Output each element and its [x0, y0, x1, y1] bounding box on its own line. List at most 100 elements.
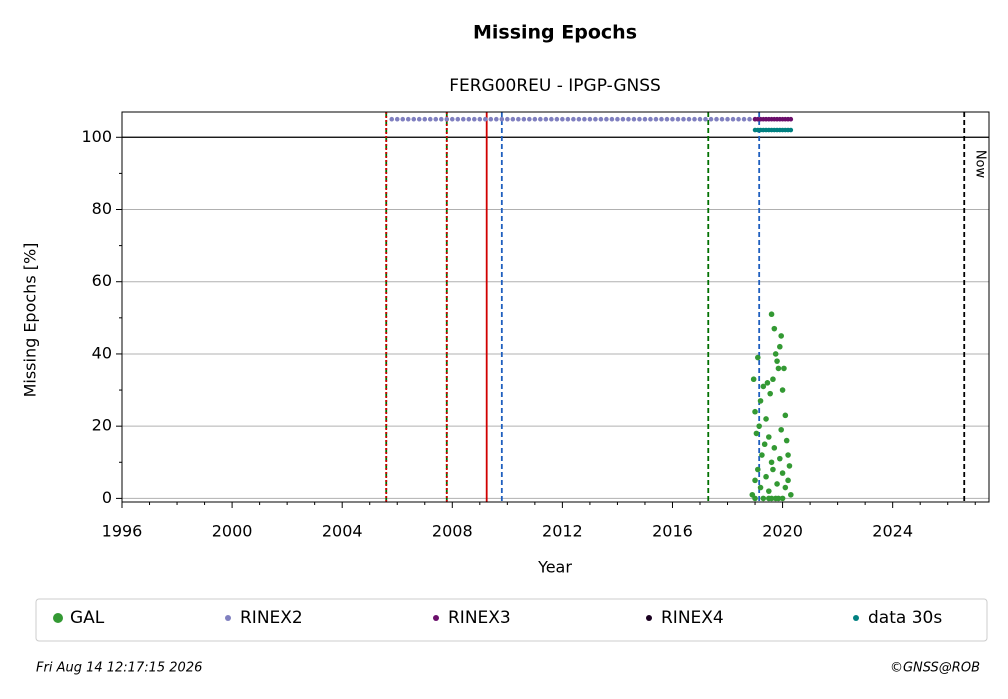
point: [750, 376, 757, 383]
point: [752, 495, 758, 502]
point: [516, 116, 521, 122]
point: [505, 116, 510, 122]
point: [761, 441, 768, 448]
point: [730, 116, 736, 122]
point: [774, 481, 780, 487]
point: [416, 116, 422, 122]
legend-label: RINEX4: [661, 608, 724, 628]
point: [770, 376, 776, 383]
point: [752, 408, 758, 415]
point: [626, 116, 631, 122]
point: [777, 455, 783, 462]
point: [483, 116, 488, 122]
x-tick-label: 2016: [652, 522, 693, 541]
point: [488, 116, 494, 122]
point: [438, 116, 444, 122]
point: [565, 116, 571, 122]
point: [757, 484, 764, 491]
point: [433, 116, 439, 122]
point: [697, 116, 703, 122]
point: [681, 116, 686, 122]
point: [786, 463, 793, 469]
legend-marker: [646, 615, 652, 621]
point: [788, 127, 794, 133]
footer-credit: ©GNSS@ROB: [890, 661, 980, 676]
point: [770, 466, 776, 473]
point: [598, 116, 604, 122]
point: [760, 383, 767, 390]
point: [782, 412, 789, 419]
point: [755, 354, 761, 361]
point: [499, 116, 505, 122]
point: [771, 325, 778, 332]
point: [759, 452, 765, 458]
point: [549, 116, 554, 122]
point: [714, 116, 719, 122]
point: [389, 116, 395, 122]
point: [686, 116, 692, 122]
point: [788, 116, 794, 122]
legend-marker: [853, 615, 859, 621]
legend-label: RINEX2: [240, 608, 303, 628]
point: [477, 116, 483, 122]
point: [764, 380, 771, 386]
point: [527, 116, 532, 122]
point: [642, 116, 648, 122]
point: [783, 437, 790, 444]
point: [405, 116, 411, 122]
point: [782, 484, 789, 491]
point: [609, 116, 615, 122]
legend-marker: [225, 615, 231, 621]
point: [775, 495, 782, 502]
point: [466, 116, 472, 122]
point: [604, 116, 609, 122]
point: [582, 116, 587, 122]
y-tick-label: 60: [92, 271, 112, 290]
series: [752, 116, 794, 122]
point: [648, 116, 653, 122]
y-tick-label: 100: [81, 127, 112, 146]
point: [766, 488, 772, 494]
series: [749, 311, 794, 502]
x-tick-label: 2020: [762, 522, 803, 541]
point: [449, 116, 455, 122]
x-tick-label: 2012: [542, 522, 583, 541]
point: [631, 116, 637, 122]
point: [675, 116, 681, 122]
legend-marker: [53, 613, 63, 623]
point: [772, 351, 779, 357]
y-tick-label: 0: [102, 488, 112, 507]
point: [400, 116, 406, 122]
legend-box: [35, 598, 988, 642]
point: [560, 116, 565, 122]
point: [755, 466, 761, 473]
point: [411, 116, 417, 122]
series: [389, 116, 758, 122]
footer-date: Fri Aug 14 12:17:15 2026: [36, 661, 202, 676]
point: [427, 116, 433, 122]
point: [538, 116, 543, 122]
chart-subtitle: FERG00REU - IPGP-GNSS: [449, 76, 661, 96]
point: [472, 116, 477, 122]
legend-label: RINEX3: [448, 608, 511, 628]
point: [460, 116, 466, 122]
point: [785, 452, 791, 458]
point: [659, 116, 664, 122]
point: [778, 426, 784, 433]
legend-marker: [433, 615, 439, 621]
y-axis-label: Missing Epochs [%]: [21, 243, 40, 398]
point: [774, 358, 780, 364]
point: [779, 495, 786, 502]
x-axis-label: Year: [537, 558, 572, 577]
point: [747, 116, 752, 122]
point: [494, 116, 499, 122]
point: [768, 459, 775, 466]
point: [576, 116, 582, 122]
x-tick-label: 2008: [432, 522, 473, 541]
event-label: Now: [973, 150, 988, 179]
point: [763, 416, 769, 422]
point: [394, 116, 400, 122]
point: [554, 116, 560, 122]
point: [543, 116, 549, 122]
